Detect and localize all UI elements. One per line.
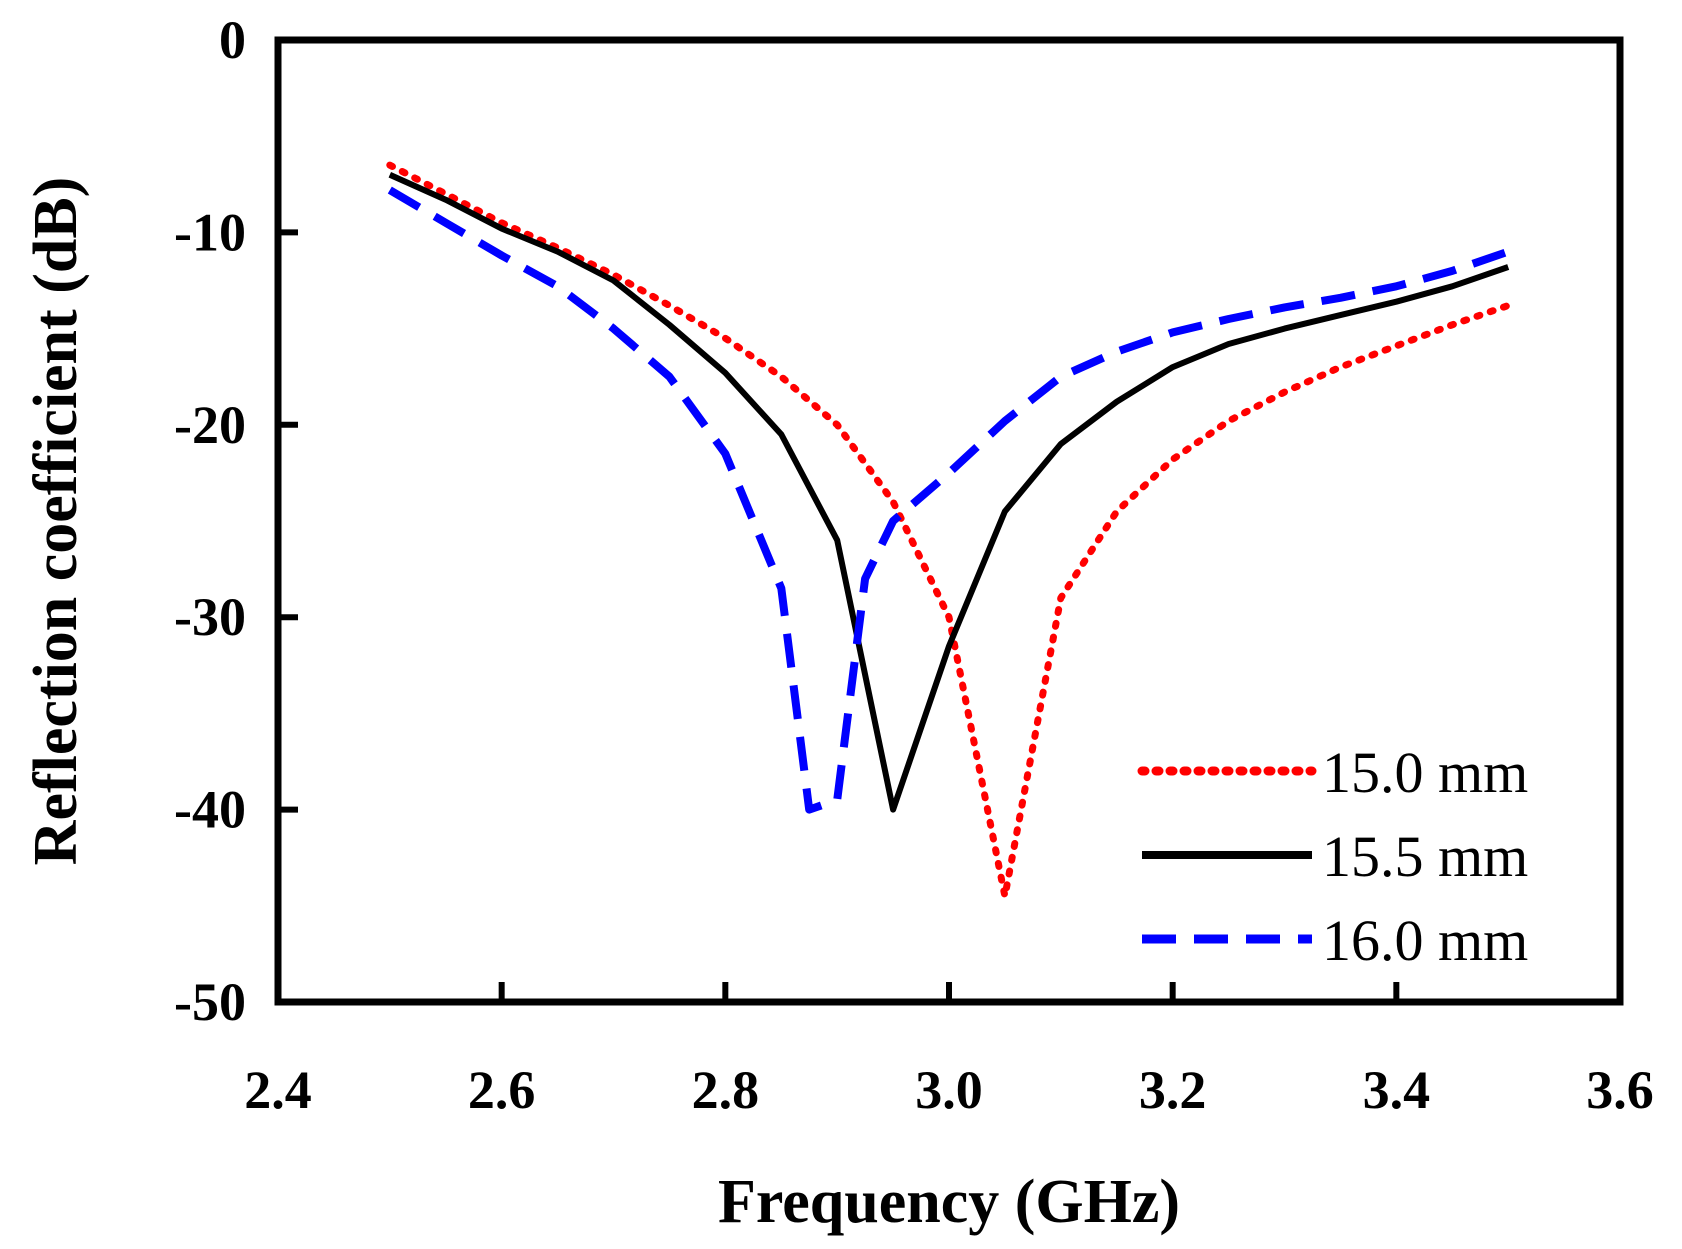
legend-label-15-0-mm: 15.0 mm: [1322, 740, 1528, 805]
y-tick-label: -30: [174, 587, 246, 647]
y-tick-labels: 0 -10 -20 -30 -40 -50: [174, 10, 246, 1032]
y-axis-title: Reflection coefficient (dB): [22, 177, 90, 866]
x-tick-label: 2.6: [468, 1060, 536, 1120]
y-tick-label: -50: [174, 972, 246, 1032]
y-tick-label: -40: [174, 780, 246, 840]
axis-ticks: [278, 229, 1400, 1002]
x-tick-label: 3.6: [1586, 1060, 1654, 1120]
legend-label-15-5-mm: 15.5 mm: [1322, 824, 1528, 889]
x-tick-labels: 2.4 2.6 2.8 3.0 3.2 3.4 3.6: [244, 1060, 1654, 1120]
x-tick-label: 2.4: [244, 1060, 312, 1120]
x-tick-label: 2.8: [692, 1060, 760, 1120]
x-tick-label: 3.0: [915, 1060, 983, 1120]
y-tick-label: 0: [219, 10, 246, 70]
x-axis-title: Frequency (GHz): [718, 1168, 1180, 1236]
legend-label-16-0-mm: 16.0 mm: [1322, 908, 1528, 973]
series-line-15-0-mm: [386, 161, 1512, 900]
series-line-15-5-mm: [388, 171, 1510, 813]
x-tick-label: 3.4: [1363, 1060, 1431, 1120]
x-tick-label: 3.2: [1139, 1060, 1207, 1120]
y-tick-label: -10: [174, 202, 246, 262]
legend: 15.0 mm 15.5 mm 16.0 mm: [1137, 740, 1528, 973]
series-line-16-0-mm: [387, 186, 1510, 814]
plot-lines: [386, 161, 1512, 900]
y-tick-label: -20: [174, 395, 246, 455]
